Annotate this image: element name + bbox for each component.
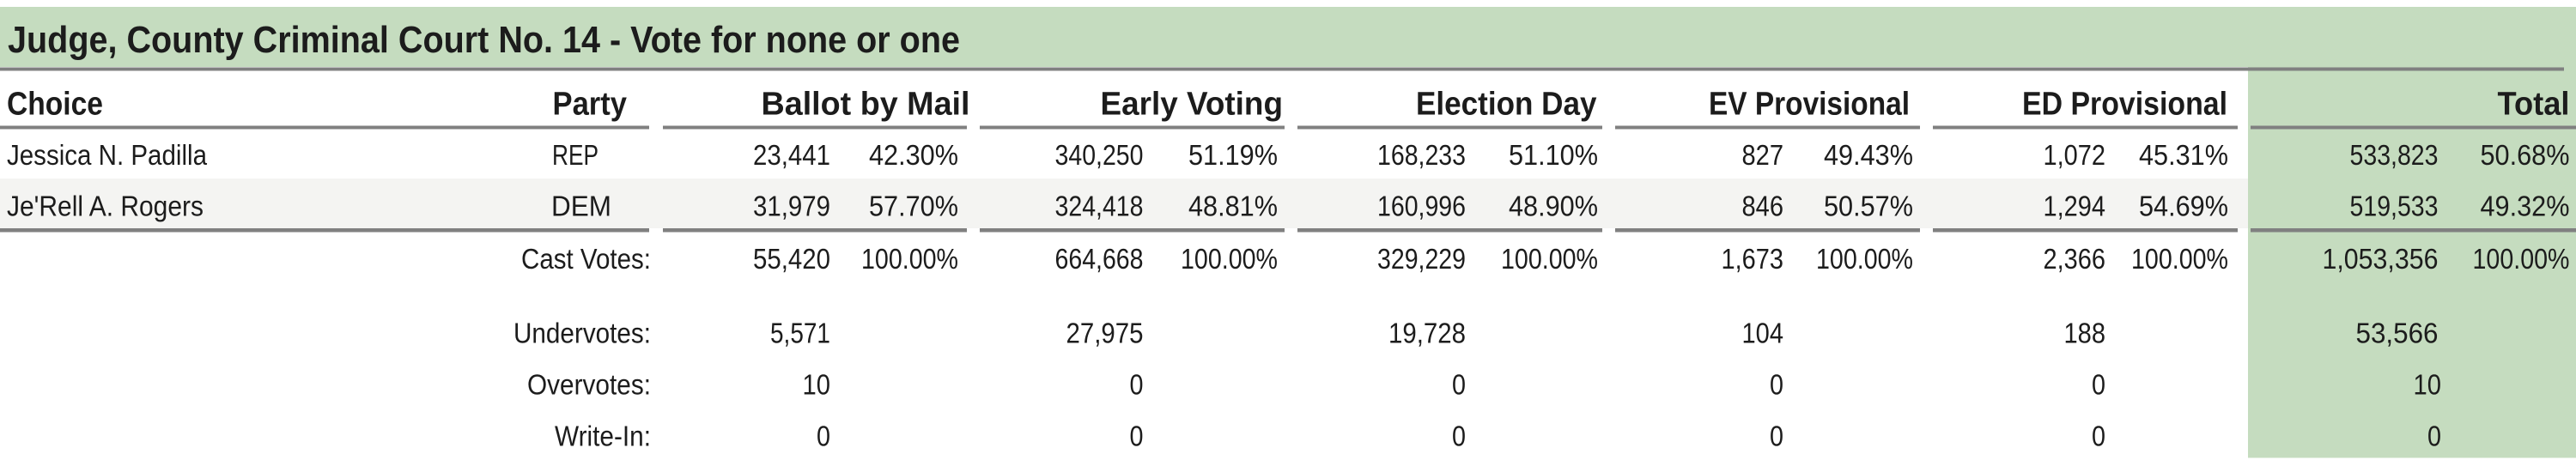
svg-text:Party: Party	[553, 87, 628, 123]
svg-text:324,418: 324,418	[1055, 191, 1144, 222]
svg-text:55,420: 55,420	[753, 243, 830, 275]
svg-text:0: 0	[2427, 421, 2441, 452]
svg-text:Early Voting: Early Voting	[1101, 87, 1284, 123]
svg-text:27,975: 27,975	[1066, 318, 1144, 349]
svg-text:329,229: 329,229	[1377, 243, 1466, 275]
svg-text:104: 104	[1742, 318, 1784, 349]
svg-text:100.00%: 100.00%	[1181, 243, 1278, 275]
svg-text:100.00%: 100.00%	[2473, 243, 2570, 275]
svg-text:Overvotes:: Overvotes:	[527, 369, 651, 401]
svg-text:0: 0	[1452, 421, 1466, 452]
svg-text:Jessica N. Padilla: Jessica N. Padilla	[7, 139, 208, 171]
svg-text:EV Provisional: EV Provisional	[1709, 87, 1910, 123]
svg-text:45.31%: 45.31%	[2139, 139, 2228, 171]
svg-text:19,728: 19,728	[1388, 318, 1466, 349]
svg-text:53,566: 53,566	[2356, 318, 2439, 349]
svg-text:0: 0	[1770, 369, 1783, 401]
svg-text:5,571: 5,571	[770, 318, 830, 349]
svg-text:1,294: 1,294	[2044, 191, 2106, 222]
svg-text:10: 10	[2414, 369, 2442, 401]
svg-text:10: 10	[803, 369, 831, 401]
svg-text:100.00%: 100.00%	[1501, 243, 1598, 275]
svg-text:48.90%: 48.90%	[1509, 191, 1598, 222]
svg-text:54.69%: 54.69%	[2139, 191, 2228, 222]
svg-text:160,996: 160,996	[1377, 191, 1466, 222]
svg-text:0: 0	[2092, 369, 2105, 401]
svg-text:1,053,356: 1,053,356	[2323, 243, 2439, 275]
svg-text:188: 188	[2064, 318, 2106, 349]
svg-text:31,979: 31,979	[753, 191, 830, 222]
svg-text:0: 0	[1130, 421, 1144, 452]
svg-text:1,673: 1,673	[1722, 243, 1784, 275]
svg-text:Write-In:: Write-In:	[555, 421, 651, 452]
svg-text:Cast Votes:: Cast Votes:	[521, 243, 651, 275]
svg-text:50.57%: 50.57%	[1824, 191, 1913, 222]
svg-text:846: 846	[1742, 191, 1784, 222]
svg-text:DEM: DEM	[551, 191, 611, 222]
svg-text:23,441: 23,441	[753, 139, 830, 171]
svg-text:100.00%: 100.00%	[861, 243, 958, 275]
svg-text:Undervotes:: Undervotes:	[513, 318, 651, 349]
svg-text:Election Day: Election Day	[1416, 87, 1597, 123]
svg-text:0: 0	[817, 421, 830, 452]
svg-text:REP: REP	[552, 139, 598, 171]
svg-text:51.10%: 51.10%	[1509, 139, 1598, 171]
svg-text:Choice: Choice	[7, 87, 103, 123]
svg-text:Ballot by Mail: Ballot by Mail	[762, 87, 970, 123]
svg-text:ED Provisional: ED Provisional	[2022, 87, 2227, 123]
svg-text:0: 0	[1770, 421, 1783, 452]
svg-text:49.43%: 49.43%	[1824, 139, 1913, 171]
svg-text:Judge, County Criminal Court N: Judge, County Criminal Court No. 14 - Vo…	[8, 19, 960, 61]
svg-text:100.00%: 100.00%	[1816, 243, 1913, 275]
svg-text:42.30%: 42.30%	[869, 139, 958, 171]
svg-text:0: 0	[1452, 369, 1466, 401]
svg-text:51.19%: 51.19%	[1188, 139, 1278, 171]
svg-text:57.70%: 57.70%	[869, 191, 958, 222]
svg-text:0: 0	[1130, 369, 1144, 401]
svg-text:168,233: 168,233	[1377, 139, 1466, 171]
svg-text:2,366: 2,366	[2044, 243, 2106, 275]
svg-text:519,533: 519,533	[2350, 191, 2439, 222]
svg-text:340,250: 340,250	[1055, 139, 1144, 171]
svg-text:533,823: 533,823	[2350, 139, 2439, 171]
svg-text:0: 0	[2092, 421, 2105, 452]
svg-text:Total: Total	[2498, 87, 2570, 123]
svg-text:48.81%: 48.81%	[1188, 191, 1278, 222]
svg-text:664,668: 664,668	[1055, 243, 1144, 275]
svg-text:50.68%: 50.68%	[2481, 139, 2570, 171]
svg-text:Je'Rell A. Rogers: Je'Rell A. Rogers	[7, 191, 204, 222]
svg-text:100.00%: 100.00%	[2131, 243, 2228, 275]
svg-text:49.32%: 49.32%	[2481, 191, 2570, 222]
svg-text:827: 827	[1742, 139, 1784, 171]
svg-text:1,072: 1,072	[2044, 139, 2106, 171]
